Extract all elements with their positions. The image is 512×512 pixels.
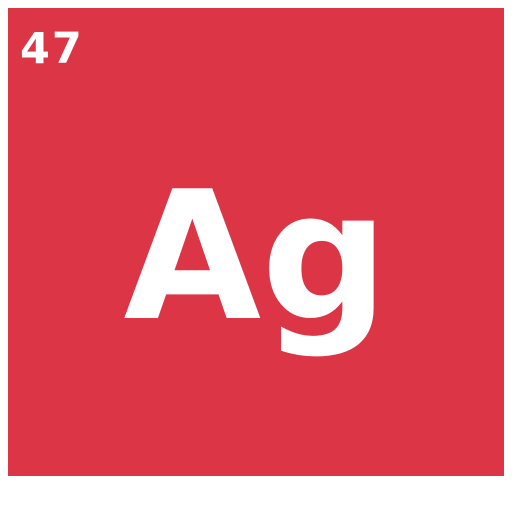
element-symbol: Ag (123, 153, 389, 360)
atomic-number: 47 (20, 24, 84, 74)
element-tile (8, 8, 504, 476)
